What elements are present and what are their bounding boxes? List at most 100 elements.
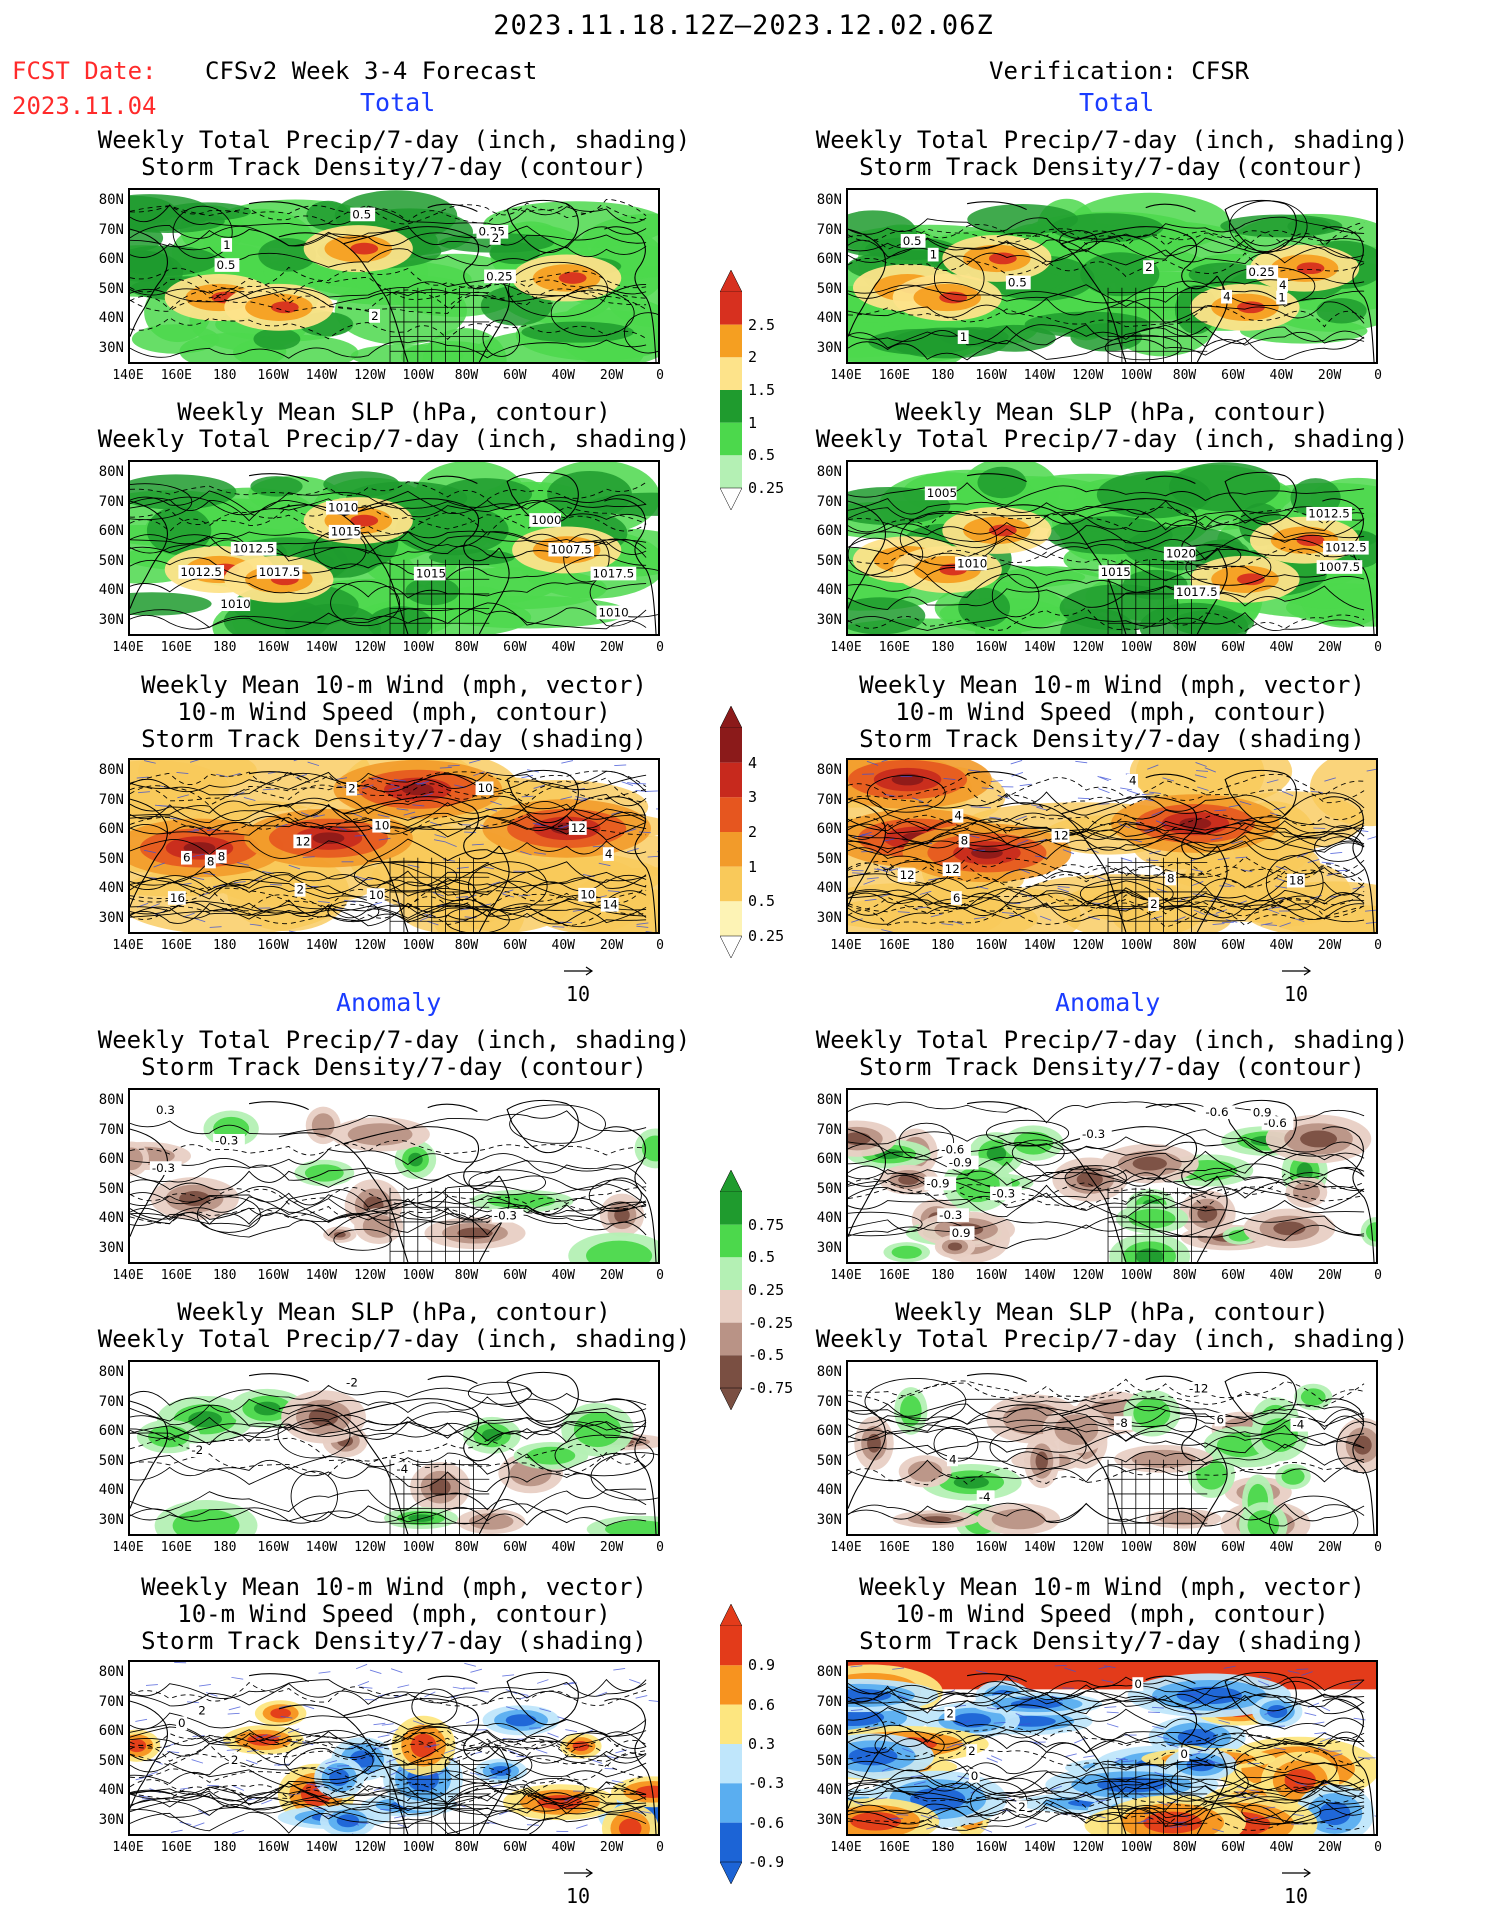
lon-label: 140W — [1023, 1268, 1056, 1283]
colorbar-label: 0.3 — [748, 1735, 776, 1753]
contour-label: 16 — [170, 891, 185, 905]
panel-title-line: Weekly Total Precip/7-day (inch, shading… — [815, 1026, 1409, 1054]
lon-label: 20W — [1317, 368, 1342, 383]
colorbar-segment — [720, 797, 742, 832]
lat-label: 40N — [98, 1210, 124, 1226]
colorbar-segment — [720, 1257, 742, 1290]
colorbar-canvas — [720, 270, 742, 510]
contour-label-bg — [326, 500, 358, 515]
contour-label: -0.3 — [1082, 1127, 1105, 1141]
lon-label: 0 — [656, 1540, 664, 1555]
colorbar-label: 0.5 — [748, 446, 776, 465]
lon-label: 100W — [402, 938, 434, 953]
lon-label: 100W — [1120, 1840, 1152, 1855]
lon-label: 80W — [1172, 368, 1197, 383]
contour-label: 6 — [953, 891, 961, 905]
colorbar-segment — [720, 866, 742, 902]
map-canvas: 2 0 2 2 0 0 — [848, 1662, 1376, 1834]
lon-label: 40W — [1269, 938, 1293, 953]
contour-label: 2 — [492, 231, 500, 245]
contour-label-bg — [968, 1769, 980, 1783]
lon-label: 40W — [551, 640, 575, 655]
wind-vectors — [135, 1662, 658, 1834]
vector-reference-arrow — [1282, 1868, 1312, 1878]
date-range-title: 2023.11.18.12Z–2023.12.02.06Z — [493, 10, 994, 41]
lon-label: 140W — [305, 640, 338, 655]
map-panel-ap: -0.6 -0.9 -0.3 0.9 -0.3 0.9 -0.6 -0.3 -0.6 -0.9 — [846, 1088, 1378, 1264]
contour-label-bg — [1174, 585, 1220, 600]
lon-label: 100W — [1120, 938, 1152, 953]
contour-label: 1007.5 — [1319, 560, 1361, 574]
lat-label: 30N — [98, 909, 124, 926]
colorbar-label: -0.6 — [748, 1813, 785, 1832]
lon-label: 40W — [551, 1540, 575, 1555]
colorbar-canvas — [720, 706, 742, 958]
contour-label-bg — [596, 605, 629, 620]
shading-field — [848, 1114, 1376, 1262]
lon-label: 160E — [878, 1840, 911, 1855]
lon-label: 40W — [551, 1840, 575, 1855]
lat-label: 60N — [98, 1423, 124, 1439]
lat-label: 60N — [816, 821, 842, 837]
lon-label: 20W — [1317, 1540, 1342, 1555]
lon-label: 140E — [112, 1840, 144, 1855]
contour-label: 1 — [960, 330, 968, 344]
lon-label: 20W — [1317, 938, 1342, 953]
coastlines — [130, 1671, 657, 1834]
lon-label: 180 — [212, 1268, 237, 1283]
lon-label: 40W — [1269, 1268, 1293, 1283]
lon-label: 160E — [878, 1268, 911, 1283]
lon-label: 60W — [503, 938, 527, 953]
contour-label: -0.6 — [941, 1143, 964, 1157]
colorbar-label: 0.25 — [748, 927, 785, 945]
contour-label-bg — [413, 566, 446, 581]
lat-label: 80N — [98, 1364, 124, 1380]
lon-label: 60W — [1221, 1840, 1245, 1855]
contour-label: 14 — [603, 898, 618, 912]
lon-label: 100W — [1120, 1540, 1152, 1555]
lat-label: 40N — [98, 1482, 124, 1498]
lat-label: 80N — [98, 464, 124, 480]
lon-label: 60W — [503, 1268, 527, 1283]
contour-label-group: 1015 1017.5 1000 1010 1010 1012.5 1017.5 1015 10… — [178, 500, 637, 620]
lat-label: 70N — [816, 1693, 842, 1710]
contour-label: 8 — [218, 850, 226, 864]
lon-label: 40W — [1269, 640, 1293, 655]
contour-label-bg — [1178, 1747, 1190, 1762]
colorbar-segment — [720, 1290, 742, 1323]
lon-label: 20W — [599, 1540, 624, 1555]
contour-label: 2 — [1150, 897, 1158, 911]
contour-label: 2 — [297, 883, 305, 897]
colorbar-label: -0.25 — [748, 1313, 794, 1332]
colorbar-segment — [720, 455, 742, 488]
contour-label-bg — [900, 234, 926, 248]
lon-label: 60W — [503, 1540, 527, 1555]
coastlines — [130, 1371, 657, 1534]
lat-label: 80N — [816, 1364, 842, 1380]
lon-label: 20W — [599, 368, 624, 383]
lon-label: 120W — [354, 1540, 386, 1555]
contour-label: 0.5 — [217, 258, 236, 272]
contour-label-bg — [1187, 1381, 1212, 1396]
lon-label: 80W — [1172, 1540, 1197, 1555]
contour-label-bg — [1163, 546, 1196, 561]
contour-label-bg — [204, 854, 216, 869]
contour-label-bg — [328, 524, 361, 539]
lat-label: 60N — [98, 1151, 124, 1167]
fcst-date-value: 2023.11.04 — [12, 92, 157, 120]
contour-label-bg — [484, 269, 516, 284]
lon-label: 0 — [1374, 368, 1382, 383]
contour-label-bg — [344, 1375, 362, 1390]
lon-label: 160E — [878, 368, 911, 383]
lon-label: 80W — [1172, 1268, 1197, 1283]
lon-label: 0 — [1374, 938, 1382, 953]
panel-title-line: Storm Track Density/7-day (contour) — [141, 153, 647, 181]
map-canvas: -2 -4 -2 — [130, 1362, 658, 1534]
map-canvas: -0.6-0.9-0.30.9-0.30.9-0.6-0.3-0.6-0.9 — [848, 1090, 1376, 1262]
lat-label: 80N — [98, 762, 124, 778]
map-panel-tp: 1015 1017.5 1000 1010 1010 1012.5 1017.5 1015 10… — [128, 460, 660, 636]
lon-label: 140E — [830, 1840, 862, 1855]
lon-label: 140E — [112, 938, 144, 953]
panel-title-line: 10-m Wind Speed (mph, contour) — [895, 1600, 1329, 1628]
